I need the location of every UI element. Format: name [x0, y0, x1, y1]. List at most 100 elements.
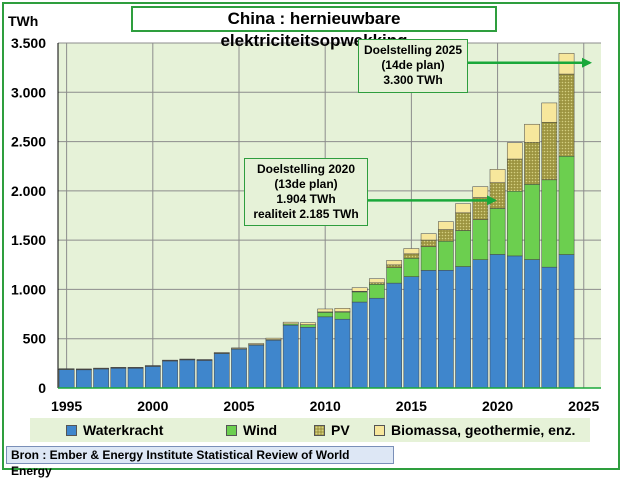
legend-item-wind: Wind — [226, 422, 277, 438]
bar-waterkracht-1998 — [110, 367, 127, 389]
bar-waterkracht-2004 — [213, 352, 230, 389]
bar-biomassa-2013 — [369, 278, 385, 284]
bar-waterkracht-1995 — [58, 369, 75, 389]
bar-biomassa-1996 — [76, 368, 92, 370]
x-tick-label: 2000 — [137, 398, 168, 414]
bar-waterkracht-1996 — [76, 369, 92, 389]
bar-waterkracht-2017 — [438, 270, 454, 389]
bar-wind-2015 — [403, 258, 420, 277]
bar-waterkracht-2000 — [144, 365, 161, 389]
bar-waterkracht-2013 — [369, 297, 385, 389]
bar-biomassa-2010 — [317, 308, 334, 313]
bar-pv-2015 — [403, 253, 420, 259]
bar-waterkracht-2009 — [300, 327, 316, 389]
bar-waterkracht-2022 — [524, 259, 540, 389]
bar-biomassa-2016 — [420, 233, 437, 241]
bar-waterkracht-2005 — [231, 348, 247, 389]
bar-pv-2016 — [420, 239, 437, 247]
bar-waterkracht-1999 — [127, 367, 144, 389]
bar-biomassa-1995 — [58, 368, 75, 370]
x-tick-label: 2015 — [396, 398, 427, 414]
bar-wind-2023 — [541, 179, 558, 268]
legend-item-waterkracht: Waterkracht — [66, 422, 163, 438]
bar-biomassa-2017 — [438, 221, 454, 230]
annotation-2020-line-1: Doelstelling 2020 — [256, 162, 356, 176]
bar-wind-2022 — [524, 184, 540, 260]
bar-pv-2024 — [558, 73, 575, 157]
bar-pv-2020 — [489, 182, 506, 209]
annotation-target-2025: Doelstelling 2025 (14de plan) 3.300 TWh — [358, 39, 468, 93]
legend-label-pv: PV — [331, 422, 350, 438]
bar-biomassa-2021 — [506, 142, 523, 160]
bar-biomassa-2011 — [334, 308, 351, 312]
legend: Waterkracht Wind PV Biomassa, geothermie… — [30, 418, 590, 442]
bar-waterkracht-2010 — [317, 316, 334, 389]
x-tick-label: 2010 — [310, 398, 341, 414]
y-tick-label: 500 — [23, 331, 47, 347]
bar-wind-2009 — [300, 324, 316, 328]
bar-biomassa-2014 — [386, 260, 402, 266]
bar-waterkracht-2024 — [558, 254, 575, 389]
legend-label-biomassa: Biomassa, geothermie, enz. — [391, 422, 576, 438]
annotation-2020-line-3: 1.904 TWh — [276, 192, 336, 206]
bar-wind-2010 — [317, 311, 334, 318]
bar-wind-2017 — [438, 240, 454, 271]
chart-title: China : hernieuwbare elektriciteitsopwek… — [131, 6, 497, 50]
bar-biomassa-2020 — [489, 169, 506, 183]
bar-waterkracht-2011 — [334, 318, 351, 389]
bar-wind-2019 — [472, 219, 489, 260]
x-tick-label: 2020 — [482, 398, 513, 414]
y-tick-label: 3.000 — [11, 84, 46, 100]
bar-waterkracht-2021 — [506, 255, 523, 389]
x-tick-label: 2025 — [568, 398, 599, 414]
bar-biomassa-1998 — [110, 367, 127, 369]
y-tick-label: 1.000 — [11, 281, 46, 297]
bar-wind-2011 — [334, 311, 351, 320]
bar-biomassa-2023 — [541, 102, 558, 123]
bar-biomassa-2006 — [248, 343, 265, 345]
bar-pv-2022 — [524, 142, 540, 185]
y-tick-label: 0 — [38, 380, 46, 396]
annotation-2020-line-2: (13de plan) — [274, 177, 338, 191]
bar-biomassa-2012 — [351, 287, 368, 292]
bar-waterkracht-2018 — [455, 266, 471, 389]
bar-biomassa-2009 — [300, 322, 316, 325]
bar-waterkracht-2003 — [196, 359, 213, 389]
bar-wind-2020 — [489, 208, 506, 255]
y-tick-label: 2.500 — [11, 134, 46, 150]
bar-pv-2023 — [541, 122, 558, 181]
x-tick-label: 1995 — [51, 398, 82, 414]
bar-biomassa-2015 — [403, 248, 420, 255]
annotation-2025-line-3: 3.300 TWh — [383, 73, 443, 87]
bar-biomassa-2001 — [162, 359, 178, 361]
x-tick-label: 2005 — [223, 398, 254, 414]
y-tick-label: 2.000 — [11, 183, 46, 199]
bar-biomassa-2004 — [213, 352, 230, 354]
legend-label-wind: Wind — [243, 422, 278, 438]
y-tick-label: 1.500 — [11, 232, 46, 248]
annotation-2020-line-4: realiteit 2.185 TWh — [253, 207, 359, 221]
bar-waterkracht-2001 — [162, 360, 178, 389]
bar-biomassa-2003 — [196, 359, 213, 361]
bar-biomassa-2008 — [282, 321, 299, 325]
bar-biomassa-2007 — [265, 337, 282, 340]
legend-swatch-pv — [314, 424, 325, 436]
bar-waterkracht-1997 — [93, 368, 109, 389]
legend-label-waterkracht: Waterkracht — [83, 422, 164, 438]
bar-biomassa-1997 — [93, 367, 109, 369]
y-tick-label: 3.500 — [11, 35, 46, 51]
bar-waterkracht-2015 — [403, 276, 420, 389]
annotation-2025-line-1: Doelstelling 2025 — [363, 43, 463, 57]
legend-item-biomassa: Biomassa, geothermie, enz. — [374, 422, 575, 438]
bar-wind-2014 — [386, 267, 402, 284]
bar-waterkracht-2019 — [472, 259, 489, 389]
source-note: Bron : Ember & Energy Institute Statisti… — [6, 446, 394, 478]
bar-wind-2024 — [558, 156, 575, 255]
bar-waterkracht-2008 — [282, 324, 299, 389]
annotation-target-2020: Doelstelling 2020 (13de plan) 1.904 TWh … — [244, 158, 368, 226]
bar-wind-2018 — [455, 230, 471, 267]
bar-waterkracht-2002 — [179, 359, 196, 389]
legend-swatch-wind — [226, 424, 237, 436]
legend-item-pv: PV — [314, 422, 350, 438]
y-axis-label: TWh — [8, 13, 38, 29]
